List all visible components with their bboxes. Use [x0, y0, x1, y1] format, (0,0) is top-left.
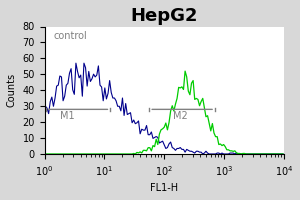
X-axis label: FL1-H: FL1-H — [150, 183, 178, 193]
Text: M2: M2 — [173, 111, 188, 121]
Text: M1: M1 — [59, 111, 74, 121]
Title: HepG2: HepG2 — [130, 7, 198, 25]
Text: control: control — [54, 31, 87, 41]
Y-axis label: Counts: Counts — [7, 73, 17, 107]
